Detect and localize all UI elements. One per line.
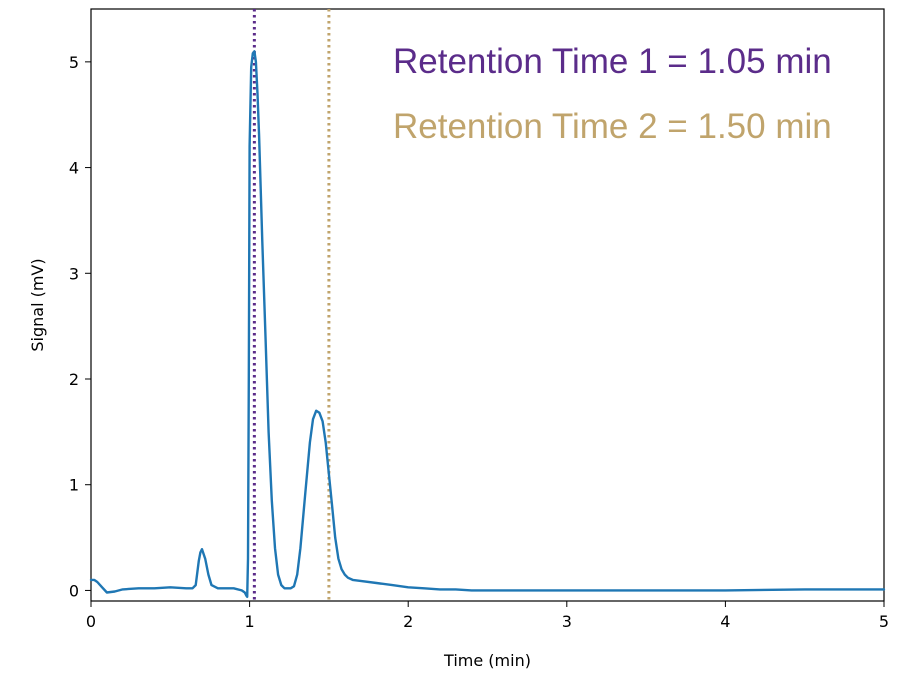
y-tick-label: 0 xyxy=(69,581,79,600)
plot-area: 0 1 2 3 4 5 0 1 2 3 4 5 Retention Time 1 = 1.05 mi… xyxy=(69,8,889,631)
y-tick-label: 2 xyxy=(69,370,79,389)
series-layer xyxy=(89,50,886,598)
annotations: Retention Time 1 = 1.05 min Retention Tim… xyxy=(393,42,832,146)
retention-lines xyxy=(252,9,331,601)
x-tick-label: 5 xyxy=(879,612,889,631)
x-ticks: 0 1 2 3 4 5 xyxy=(86,601,889,631)
y-tick-label: 3 xyxy=(69,264,79,283)
y-tick-label: 4 xyxy=(69,159,79,178)
y-ticks: 0 1 2 3 4 5 xyxy=(69,53,91,600)
x-axis-label: Time (min) xyxy=(443,651,531,670)
x-tick-label: 3 xyxy=(562,612,572,631)
signal-series-line-1 xyxy=(89,50,886,598)
x-tick-label: 0 xyxy=(86,612,96,631)
plot-frame xyxy=(90,8,885,602)
x-tick-label: 2 xyxy=(403,612,413,631)
retention-annotation-1: Retention Time 1 = 1.05 min xyxy=(393,42,832,81)
retention-annotation-2: Retention Time 2 = 1.50 min xyxy=(393,107,832,146)
y-tick-label: 5 xyxy=(69,53,79,72)
x-tick-label: 4 xyxy=(720,612,730,631)
y-axis-label: Signal (mV) xyxy=(28,258,47,351)
y-tick-label: 1 xyxy=(69,476,79,495)
x-tick-label: 1 xyxy=(245,612,255,631)
